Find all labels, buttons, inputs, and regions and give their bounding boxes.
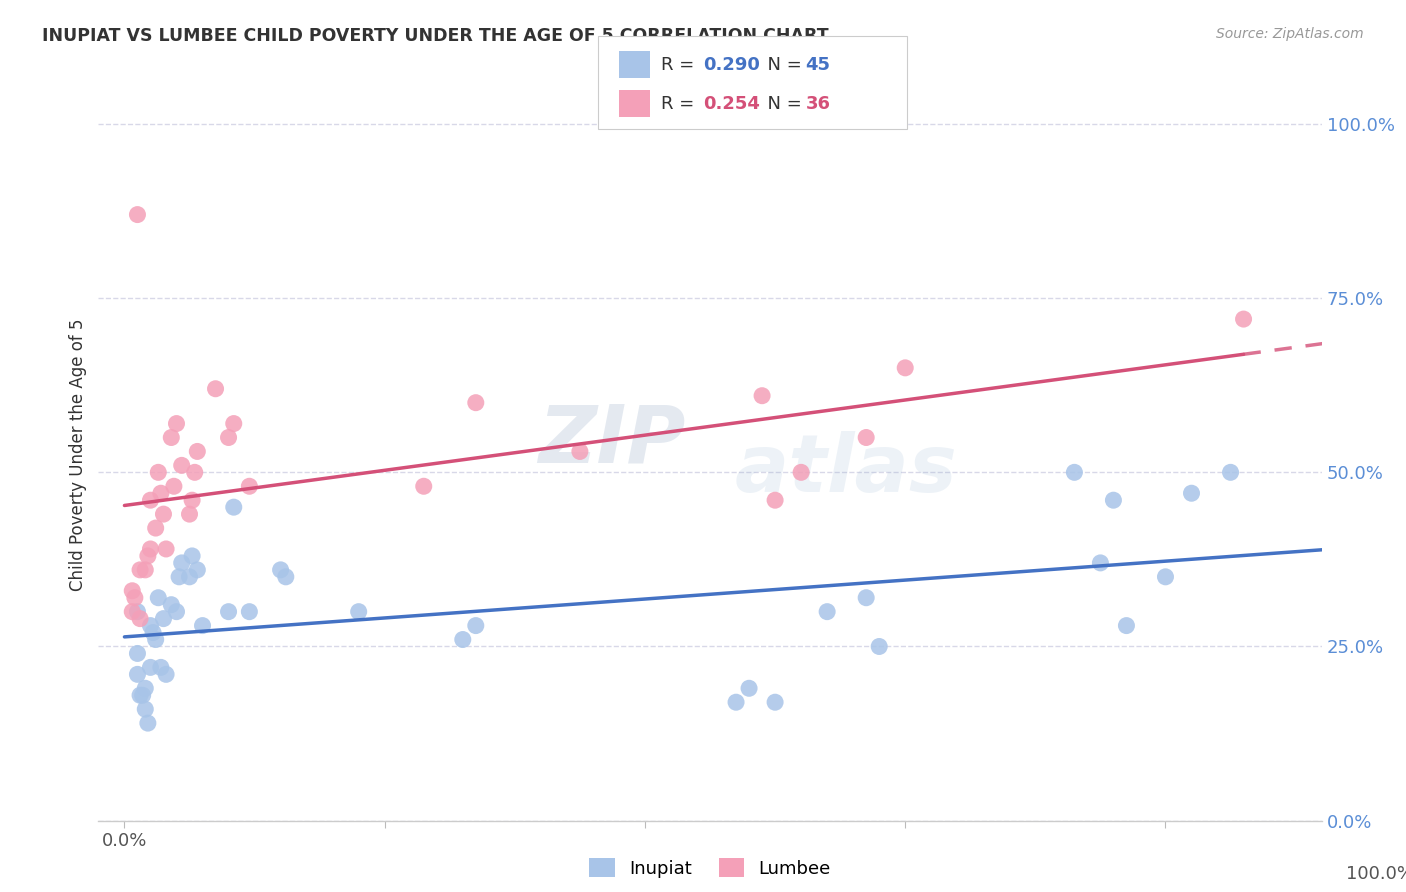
- Point: [222, 500, 245, 515]
- Point: [894, 360, 917, 375]
- Y-axis label: Child Poverty Under the Age of 5: Child Poverty Under the Age of 5: [69, 318, 87, 591]
- Point: [763, 493, 786, 508]
- Point: [148, 466, 170, 480]
- Point: [127, 208, 149, 222]
- Point: [763, 695, 786, 709]
- Point: [1063, 466, 1085, 480]
- Text: 100.0%: 100.0%: [1346, 864, 1406, 882]
- Point: [868, 640, 890, 654]
- Text: N =: N =: [756, 55, 808, 73]
- Point: [179, 570, 201, 584]
- Point: [160, 598, 183, 612]
- Point: [155, 541, 177, 556]
- Point: [121, 605, 143, 619]
- Point: [181, 493, 204, 508]
- Point: [1219, 466, 1241, 480]
- Text: Source: ZipAtlas.com: Source: ZipAtlas.com: [1216, 27, 1364, 41]
- Point: [139, 618, 162, 632]
- Point: [238, 479, 260, 493]
- Point: [129, 612, 152, 626]
- Point: [170, 458, 193, 473]
- Point: [155, 667, 177, 681]
- Point: [222, 417, 245, 431]
- Point: [855, 430, 877, 444]
- Point: [855, 591, 877, 605]
- Point: [145, 521, 167, 535]
- Point: [1154, 570, 1177, 584]
- Text: 0.254: 0.254: [703, 95, 759, 112]
- Point: [204, 382, 226, 396]
- Point: [451, 632, 474, 647]
- Text: 36: 36: [806, 95, 831, 112]
- Point: [152, 612, 174, 626]
- Point: [142, 625, 165, 640]
- Text: N =: N =: [756, 95, 808, 112]
- Point: [218, 605, 240, 619]
- Point: [464, 395, 486, 409]
- Point: [815, 605, 838, 619]
- Point: [129, 563, 152, 577]
- Point: [134, 681, 156, 696]
- Point: [163, 479, 186, 493]
- Point: [1115, 618, 1137, 632]
- Point: [136, 549, 159, 563]
- Point: [568, 444, 591, 458]
- Point: [166, 605, 188, 619]
- Point: [139, 660, 162, 674]
- Point: [134, 702, 156, 716]
- Point: [166, 417, 188, 431]
- Text: INUPIAT VS LUMBEE CHILD POVERTY UNDER THE AGE OF 5 CORRELATION CHART: INUPIAT VS LUMBEE CHILD POVERTY UNDER TH…: [42, 27, 828, 45]
- Point: [149, 660, 172, 674]
- Point: [464, 618, 486, 632]
- Point: [129, 688, 152, 702]
- Point: [186, 444, 208, 458]
- Point: [152, 507, 174, 521]
- Point: [134, 563, 156, 577]
- Point: [270, 563, 292, 577]
- Point: [790, 466, 813, 480]
- Point: [1090, 556, 1112, 570]
- Point: [127, 647, 149, 661]
- Legend: Inupiat, Lumbee: Inupiat, Lumbee: [582, 851, 838, 885]
- Text: atlas: atlas: [734, 431, 957, 508]
- Point: [1180, 486, 1202, 500]
- Point: [274, 570, 297, 584]
- Point: [139, 541, 162, 556]
- Text: R =: R =: [661, 95, 700, 112]
- Text: 0.290: 0.290: [703, 55, 759, 73]
- Point: [139, 493, 162, 508]
- Point: [121, 583, 143, 598]
- Point: [751, 389, 773, 403]
- Point: [738, 681, 761, 696]
- Point: [124, 591, 146, 605]
- Point: [238, 605, 260, 619]
- Point: [170, 556, 193, 570]
- Point: [127, 667, 149, 681]
- Point: [412, 479, 434, 493]
- Point: [179, 507, 201, 521]
- Point: [191, 618, 214, 632]
- Point: [186, 563, 208, 577]
- Point: [183, 466, 205, 480]
- Point: [145, 632, 167, 647]
- Point: [167, 570, 190, 584]
- Point: [1102, 493, 1125, 508]
- Text: ZIP: ZIP: [538, 401, 686, 479]
- Point: [136, 716, 159, 731]
- Point: [131, 688, 153, 702]
- Point: [218, 430, 240, 444]
- Point: [725, 695, 748, 709]
- Point: [1232, 312, 1254, 326]
- Point: [148, 591, 170, 605]
- Point: [181, 549, 204, 563]
- Point: [149, 486, 172, 500]
- Text: 45: 45: [806, 55, 831, 73]
- Point: [127, 605, 149, 619]
- Text: R =: R =: [661, 55, 700, 73]
- Point: [160, 430, 183, 444]
- Point: [347, 605, 370, 619]
